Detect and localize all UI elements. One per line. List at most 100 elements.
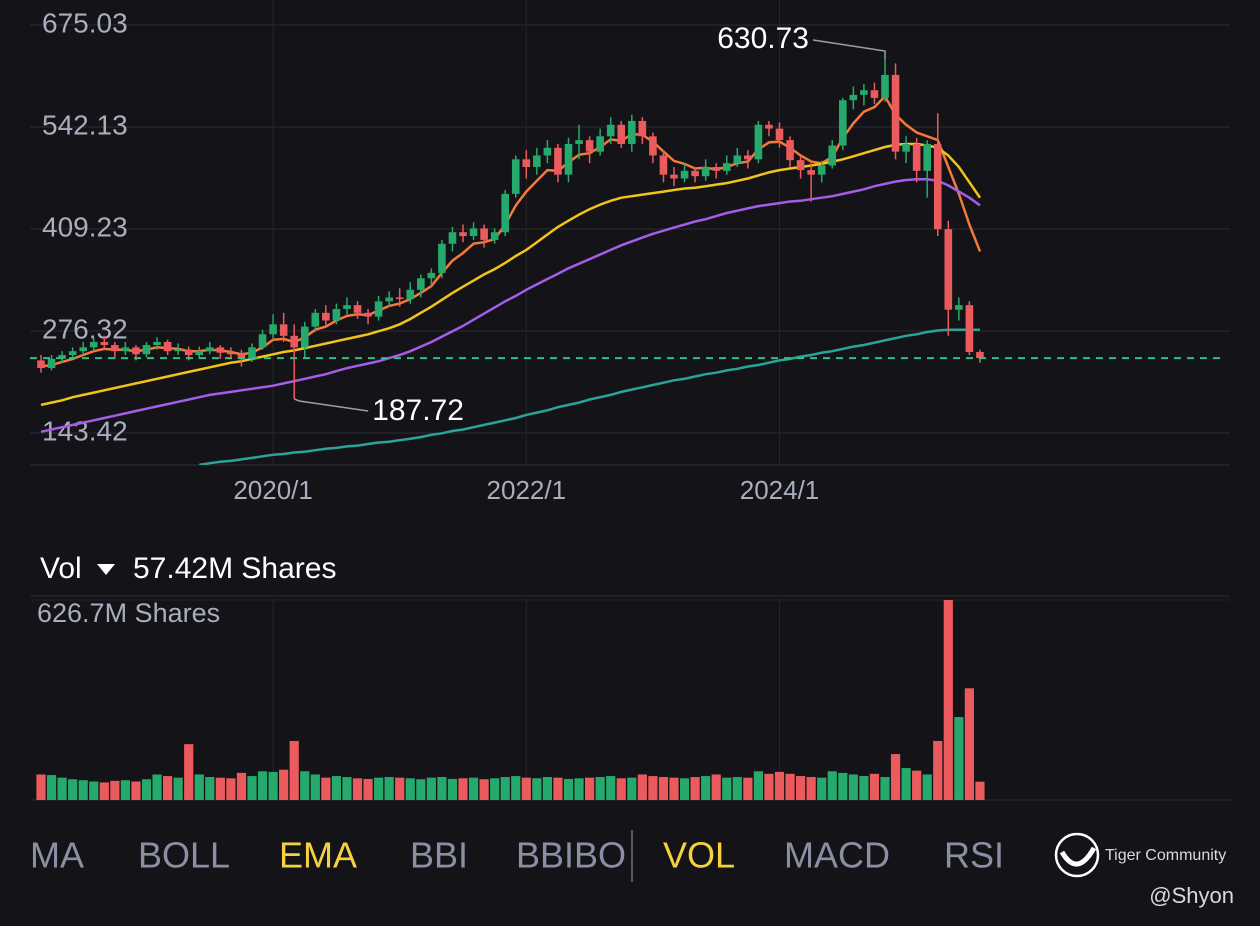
volume-bar (743, 777, 753, 800)
candle-body (786, 140, 794, 161)
candle-body (744, 155, 752, 160)
candle-body (501, 193, 509, 233)
volume-bar (68, 779, 78, 800)
volume-bar (490, 778, 500, 800)
indicator-tab[interactable]: BBIBO (516, 835, 626, 876)
volume-bar (711, 774, 721, 800)
volume-bar (901, 768, 911, 800)
volume-bar (796, 776, 806, 800)
indicator-tab[interactable]: MACD (784, 835, 890, 876)
volume-bar (374, 777, 384, 800)
indicator-tab[interactable]: EMA (279, 835, 357, 876)
volume-bar (141, 779, 152, 800)
candle-body (606, 124, 615, 137)
candle-body (902, 143, 910, 152)
candle-body (37, 360, 45, 369)
candle-body (691, 170, 699, 177)
volume-bar (521, 777, 531, 800)
candle-body (258, 334, 267, 348)
candle-body (174, 349, 182, 352)
volume-bar (405, 778, 415, 800)
volume-bar (321, 777, 331, 800)
candle-body (944, 229, 953, 310)
candle-body (300, 326, 309, 348)
candle-body (533, 155, 541, 167)
volume-bar (426, 777, 436, 800)
volume-bar (300, 771, 310, 800)
candle-body (469, 228, 478, 237)
candle-body (227, 352, 235, 355)
volume-bar (774, 771, 785, 800)
candle-body (364, 312, 372, 317)
volume-bar (511, 776, 521, 800)
candle-body (955, 305, 963, 310)
candle-body (722, 163, 731, 171)
plot-area (37, 58, 984, 465)
indicator-tab[interactable]: VOL (663, 835, 735, 876)
volume-bar (447, 778, 458, 800)
volume-bar (690, 777, 700, 800)
volume-bar (764, 773, 774, 800)
candle-body (701, 166, 710, 177)
candle-body (79, 347, 87, 352)
y-tick-label: 409.23 (42, 211, 128, 242)
candle-body (163, 341, 172, 352)
dropdown-icon[interactable] (97, 564, 115, 575)
indicator-tab[interactable]: BOLL (138, 835, 230, 876)
candle-body (511, 159, 520, 194)
volume-bar (753, 771, 763, 800)
candle-body (775, 128, 784, 141)
volume-bar (163, 776, 173, 800)
volume-bar (173, 777, 183, 800)
volume-bar (722, 777, 732, 800)
volume-tick-label: 626.7M Shares (37, 598, 220, 628)
volume-bar (247, 776, 257, 800)
candle-body (649, 136, 657, 156)
volume-bar (110, 780, 120, 800)
username: @Shyon (1149, 883, 1234, 908)
candle-body (216, 347, 225, 353)
candle-body (554, 147, 562, 175)
volume-bar (880, 777, 890, 800)
volume-bar (542, 777, 552, 800)
candle-body (269, 324, 277, 335)
indicator-tab[interactable]: MA (30, 835, 84, 876)
volume-bar (912, 770, 922, 800)
x-tick-label: 2024/1 (740, 475, 820, 505)
volume-bar (205, 777, 215, 800)
volume-bar (57, 777, 67, 800)
volume-bar (585, 777, 595, 800)
candle-body (153, 341, 161, 346)
volume-bar (838, 772, 848, 800)
annotation-leader (812, 39, 886, 59)
candle-body (912, 143, 921, 171)
indicator-tab[interactable]: BBI (410, 835, 468, 876)
candle-body (332, 308, 341, 321)
candle-body (881, 74, 889, 98)
candle-body (891, 74, 900, 152)
volume-bar (215, 777, 225, 800)
volume-bar (658, 777, 669, 800)
volume-bar (257, 771, 268, 800)
candle-body (923, 143, 931, 171)
indicator-tab[interactable]: RSI (944, 835, 1004, 876)
volume-bar (226, 778, 236, 800)
volume-bar (500, 777, 510, 800)
volume-bar (89, 781, 99, 800)
brand-logo (1054, 832, 1100, 878)
volume-bar (279, 769, 289, 800)
volume-bar (922, 774, 932, 800)
x-tick-label: 2022/1 (487, 475, 567, 505)
volume-bar (331, 776, 341, 800)
volume-bar (458, 778, 468, 800)
candle-body (395, 297, 404, 299)
candle-body (290, 335, 298, 348)
candle-body (860, 90, 868, 95)
candle-body (733, 155, 742, 164)
candle-body (765, 124, 773, 129)
candle-body (754, 124, 763, 160)
candle-body (142, 345, 151, 355)
volume-bar (78, 780, 88, 800)
candle-body (807, 170, 815, 175)
candle-body (427, 272, 436, 279)
